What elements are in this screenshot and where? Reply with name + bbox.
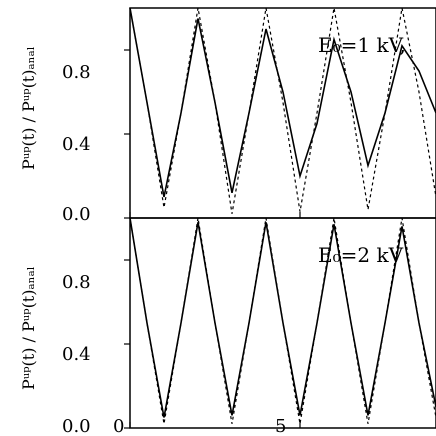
bottom-ylabel-text: Pᵘᵖ(t) / Pᵘᵖ(t)ₐₙₐₗ <box>19 266 38 390</box>
bottom-ylabel: Pᵘᵖ(t) / Pᵘᵖ(t)ₐₙₐₗ <box>19 266 38 390</box>
bottom-ytick-label: 0.4 <box>62 344 91 365</box>
xtick-label: 0 <box>113 416 124 436</box>
bottom-ytick-label: 0.0 <box>62 416 91 436</box>
bottom-annotation: E₀=2 kV <box>318 243 404 267</box>
xtick-label: 5 <box>275 416 286 436</box>
bottom-ytick-label: 0.8 <box>62 272 91 293</box>
top-ytick-label: 0.0 <box>62 204 91 225</box>
top-ylabel-text: Pᵘᵖ(t) / Pᵘᵖ(t)ₐₙₐₗ <box>19 46 38 170</box>
top-annotation: E₀=1 kV, <box>318 33 406 57</box>
bottom-panel: E₀=2 kV 0.0 0.4 0.8 Pᵘᵖ(t) / Pᵘᵖ(t)ₐₙₐₗ <box>19 218 436 436</box>
top-ytick-label: 0.4 <box>62 134 91 155</box>
top-ytick-label: 0.8 <box>62 62 91 83</box>
top-ylabel: Pᵘᵖ(t) / Pᵘᵖ(t)ₐₙₐₗ <box>19 46 38 170</box>
top-panel: E₀=1 kV, 0.0 0.4 0.8 Pᵘᵖ(t) / Pᵘᵖ(t)ₐₙₐₗ <box>19 8 436 225</box>
